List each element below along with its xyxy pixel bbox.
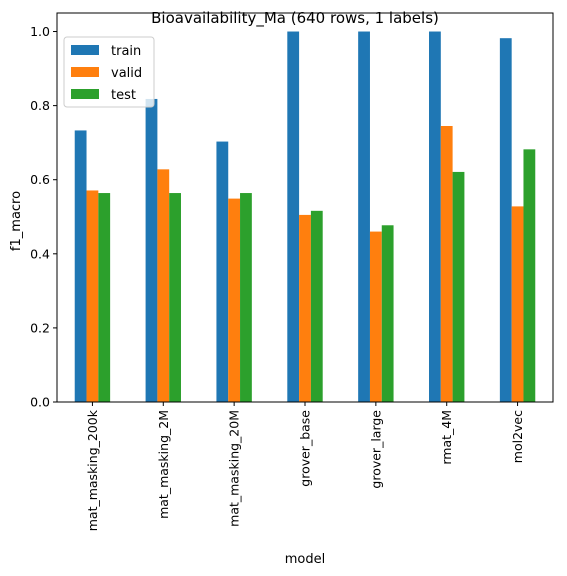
y-tick-label: 0.6: [30, 172, 50, 187]
bar-valid-grover_large: [369, 231, 382, 402]
x-tick-label: mat_masking_200k: [85, 409, 100, 531]
y-tick-label: 0.2: [30, 320, 50, 335]
y-tick-label: 0.4: [30, 246, 50, 261]
bar-valid-grover_base: [299, 214, 311, 402]
bar-test-mol2vec: [523, 149, 536, 402]
y-axis-label: f1_macro: [9, 191, 24, 251]
bar-train-mat_masking_20M: [216, 141, 229, 402]
y-tick-label: 1.0: [30, 24, 50, 39]
bar-train-mol2vec: [499, 38, 512, 402]
bar-train-grover_base: [287, 31, 300, 403]
legend-swatch-test: [71, 89, 99, 99]
y-tick-label: 0.0: [30, 395, 50, 410]
bar-test-rmat_4M: [452, 171, 465, 402]
bar-valid-mol2vec: [511, 206, 524, 402]
bar-test-grover_base: [310, 210, 323, 402]
legend: train valid test: [63, 36, 155, 108]
bar-valid-mat_masking_20M: [228, 198, 241, 402]
x-tick-label: grover_base: [298, 410, 313, 487]
x-tick-label: rmat_4M: [439, 410, 454, 465]
y-axis: 0.0 0.2 0.4 0.6 0.8 1.0: [30, 24, 57, 410]
legend-label-valid: valid: [111, 66, 142, 81]
x-axis-label: model: [285, 552, 325, 567]
bars-group: [74, 31, 536, 403]
bar-valid-rmat_4M: [440, 126, 453, 402]
bar-valid-mat_masking_200k: [86, 190, 99, 402]
legend-label-train: train: [111, 44, 141, 59]
bar-test-mat_masking_2M: [169, 193, 181, 402]
x-tick-label: mat_masking_20M: [227, 410, 242, 527]
bar-test-mat_masking_20M: [240, 193, 252, 402]
x-tick-label: grover_large: [368, 410, 383, 489]
legend-swatch-train: [71, 45, 99, 55]
bar-test-mat_masking_200k: [98, 193, 111, 402]
x-tick-label: mol2vec: [510, 410, 525, 463]
bar-test-grover_large: [381, 225, 394, 402]
legend-label-test: test: [111, 88, 136, 103]
y-tick-label: 0.8: [30, 98, 50, 113]
chart-title: Bioavailability_Ma (640 rows, 1 labels): [151, 9, 439, 28]
x-tick-label: mat_masking_2M: [156, 410, 171, 519]
bar-train-mat_masking_200k: [74, 130, 87, 402]
bar-valid-mat_masking_2M: [157, 169, 170, 402]
x-axis: mat_masking_200k mat_masking_2M mat_maskin…: [85, 402, 525, 531]
legend-swatch-valid: [71, 67, 99, 77]
bar-train-grover_large: [358, 31, 370, 403]
bar-train-rmat_4M: [429, 31, 441, 403]
bar-train-mat_masking_2M: [145, 98, 158, 402]
